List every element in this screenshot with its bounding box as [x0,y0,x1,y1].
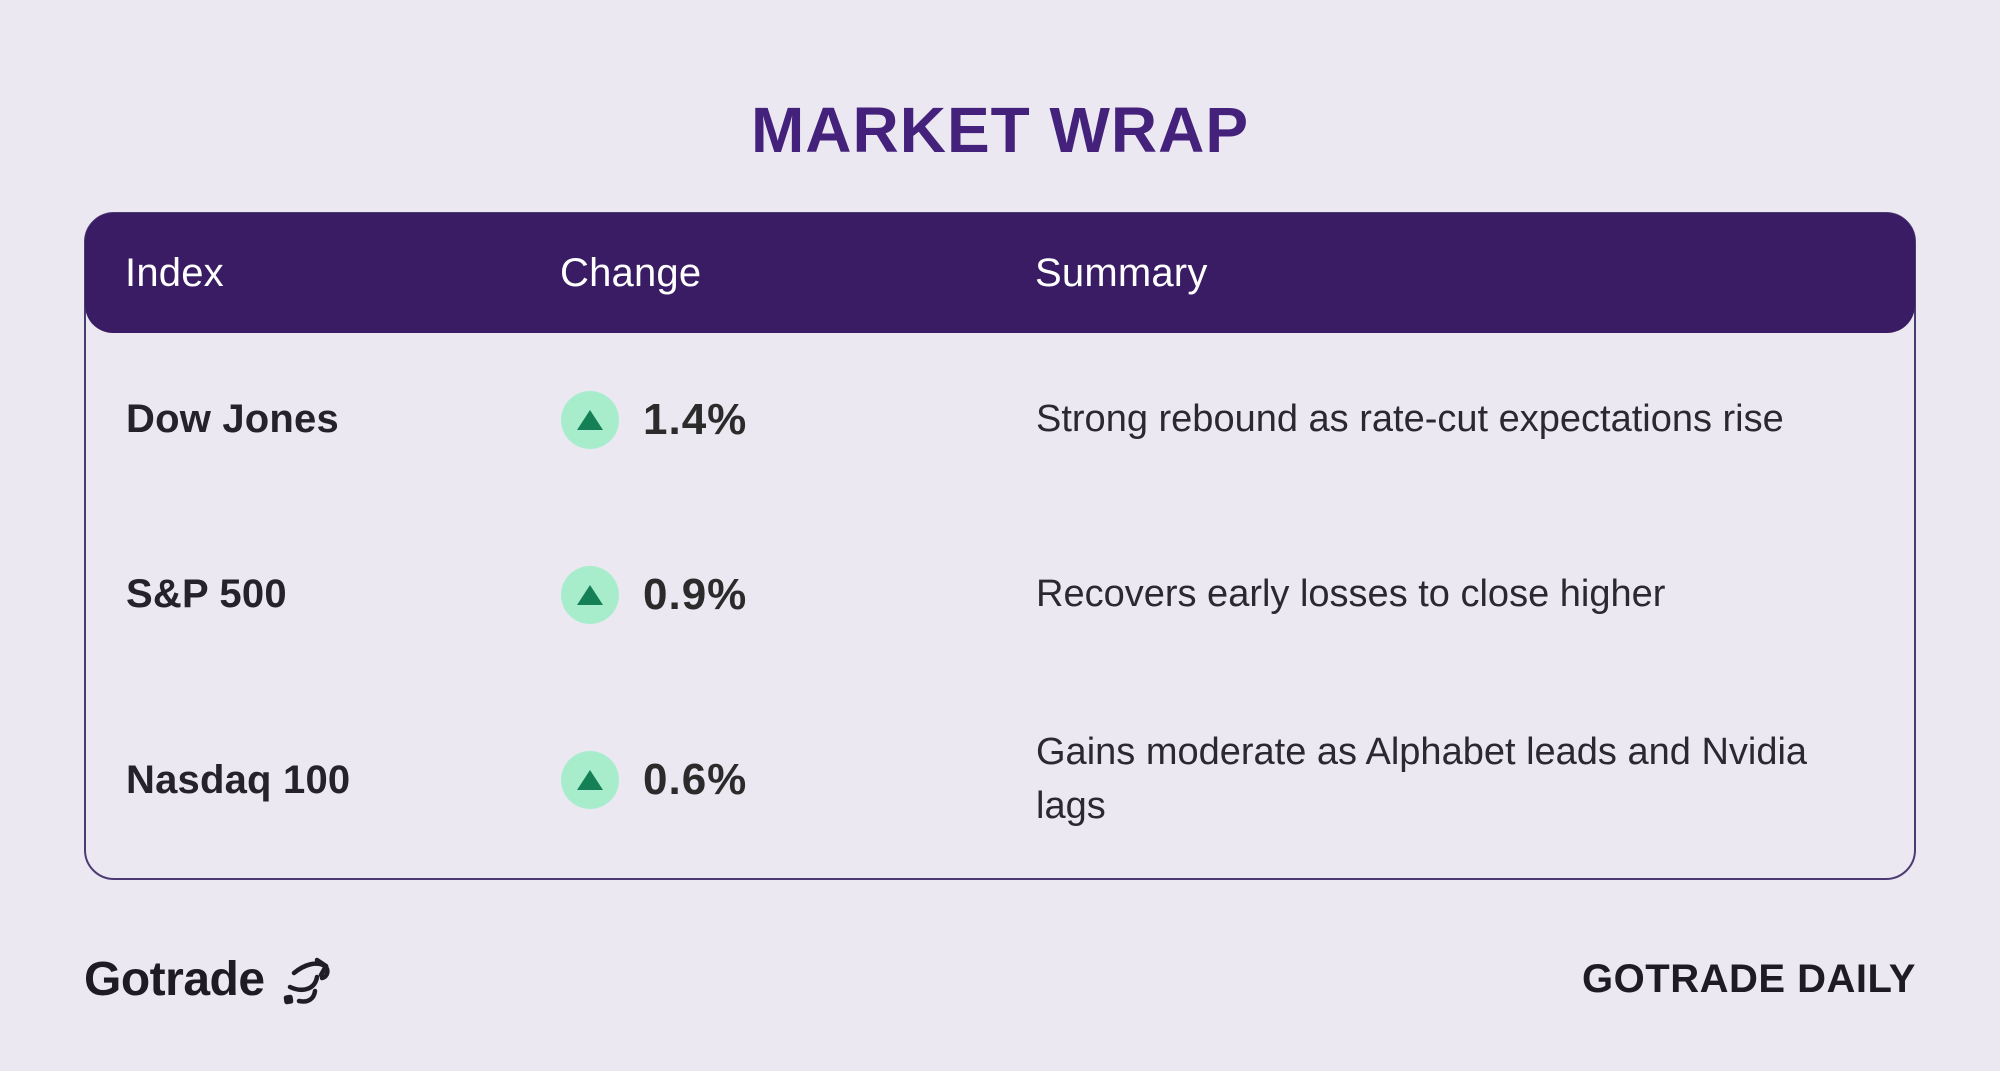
publication-title: GOTRADE DAILY [1582,957,1916,1001]
table-row: Nasdaq 100 0.6% Gains moderate as Alphab… [86,682,1914,878]
up-badge [561,390,619,449]
change-value: 1.4% [643,394,748,444]
index-name: S&P 500 [126,572,287,616]
market-table-card: Index Change Summary Dow Jones 1.4% Stro… [84,212,1916,880]
index-name: Dow Jones [126,397,339,441]
change-value: 0.6% [643,755,748,804]
up-badge [561,565,619,624]
triangle-up-icon [577,770,603,790]
brand-lockup: Gotrade [84,952,333,1007]
page-title: MARKET WRAP [750,94,1250,166]
change-cell: 0.6% [561,751,1036,809]
change-value: 0.9% [643,569,748,619]
footer: Gotrade GOTRADE DAILY [84,952,1916,1007]
triangle-up-icon [577,584,603,605]
column-header-index: Index [125,250,224,295]
summary-text: Strong rebound as rate-cut expectations … [1036,397,1784,440]
gotrade-arrow-logo-icon [283,957,330,1004]
change-cell: 1.4% [561,390,1036,449]
up-badge [561,751,619,809]
table-row: Dow Jones 1.4% Strong rebound as rate-cu… [86,332,1914,507]
summary-text: Recovers early losses to close higher [1036,572,1666,615]
table-row: S&P 500 0.9% Recovers early losses to cl… [86,507,1914,682]
index-name: Nasdaq 100 [126,757,351,802]
triangle-up-icon [577,409,603,430]
column-header-summary: Summary [1035,250,1208,295]
change-cell: 0.9% [561,565,1036,624]
column-header-change: Change [560,250,702,295]
table-header-row: Index Change Summary [85,213,1915,333]
summary-text: Gains moderate as Alphabet leads and Nvi… [1036,731,1808,827]
brand-wordmark: Gotrade [84,953,265,1006]
